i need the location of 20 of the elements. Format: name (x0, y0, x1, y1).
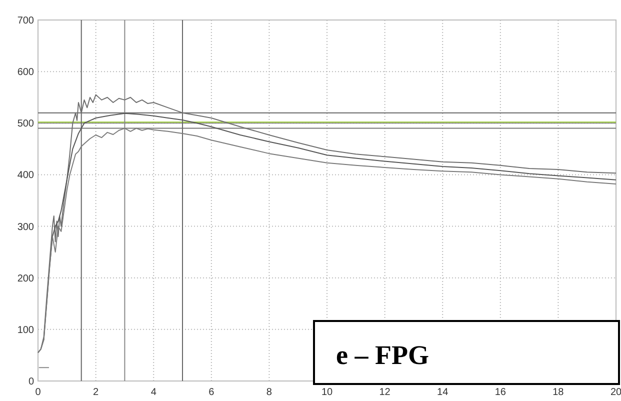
x-tick-label: 20 (610, 387, 621, 398)
x-tick-label: 2 (93, 387, 100, 398)
x-tick-label: 18 (552, 387, 564, 398)
x-tick-label: 14 (437, 387, 449, 398)
x-tick-label: 4 (150, 387, 157, 398)
y-tick-label: 600 (17, 67, 34, 78)
x-tick-label: 16 (494, 387, 506, 398)
x-tick-label: 0 (35, 387, 42, 398)
y-tick-label: 500 (17, 118, 34, 130)
x-tick-label: 8 (266, 387, 272, 398)
x-tick-label: 12 (379, 387, 391, 398)
x-tick-label: 6 (208, 387, 215, 398)
y-tick-label: 300 (17, 222, 34, 233)
y-tick-label: 700 (17, 16, 34, 26)
y-tick-label: 400 (17, 170, 34, 182)
annotation: e – FPG (336, 340, 429, 370)
y-tick-label: 0 (28, 376, 34, 388)
x-tick-label: 10 (321, 387, 333, 398)
y-tick-label: 100 (17, 324, 34, 336)
y-tick-label: 200 (17, 273, 34, 284)
